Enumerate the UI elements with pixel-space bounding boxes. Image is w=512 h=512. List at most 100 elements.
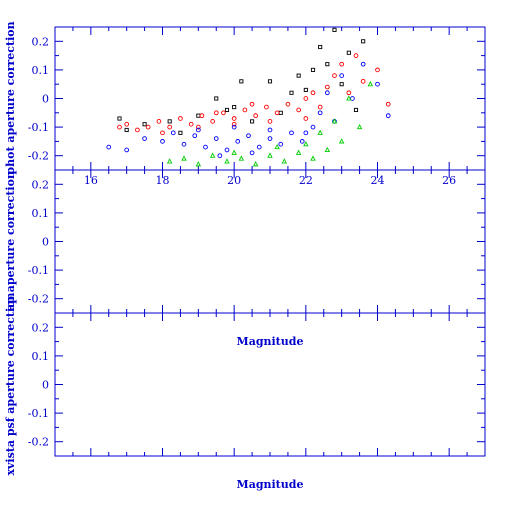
x-axis-label: Magnitude (237, 335, 304, 348)
data-point (289, 130, 294, 136)
data-point (375, 81, 380, 87)
data-point (252, 161, 259, 167)
data-point (325, 62, 330, 67)
data-point (296, 73, 301, 78)
data-point (238, 155, 245, 161)
data-point (249, 101, 255, 107)
data-point (231, 116, 237, 121)
y-axis-label: ap aperture correction (4, 171, 17, 311)
data-point (360, 78, 366, 84)
data-point (192, 133, 198, 139)
data-point (267, 127, 273, 133)
data-point (353, 53, 359, 58)
data-point (156, 119, 162, 124)
ticks: 0.2 0.1 0 -0.1 -0.2 (28, 169, 486, 314)
data-point (117, 124, 122, 130)
data-point (170, 130, 176, 136)
data-point (231, 124, 237, 130)
data-point (196, 113, 201, 118)
data-point (324, 146, 331, 153)
y-tick-label: 0 (42, 93, 49, 106)
data-point (213, 110, 219, 116)
x-tick-label: 22 (299, 174, 313, 187)
data-point (385, 113, 391, 119)
data-point (274, 110, 280, 116)
data-point (250, 119, 255, 124)
data-point (338, 138, 345, 144)
x-tick-label: 18 (156, 174, 170, 187)
data-point (281, 158, 288, 164)
y-tick-label: -0.2 (28, 436, 49, 449)
data-point (167, 119, 172, 124)
y-tick-label: 0 (42, 379, 49, 392)
data-point (310, 124, 316, 130)
data-point (253, 113, 259, 119)
data-point (350, 96, 355, 101)
y-tick-label: -0.1 (28, 407, 49, 420)
data-point (299, 139, 305, 144)
data-point (178, 116, 183, 121)
data-point (124, 127, 129, 133)
panel-ap-aperture-correction: 0.2 0.1 0 -0.1 -0.2 ap aperture correction M… (4, 169, 486, 348)
data-point (367, 81, 374, 87)
data-point (360, 61, 366, 67)
data-point (332, 27, 337, 32)
data-point (232, 105, 237, 110)
data-point (188, 121, 194, 127)
data-point (356, 123, 363, 130)
data-point (195, 127, 201, 133)
y-tick-label: -0.2 (28, 293, 49, 306)
data-point (339, 61, 345, 67)
ticks: 0.2 0.1 0 -0.1 -0.2 16 18 20 22 24 26 (28, 26, 486, 187)
data-point (317, 104, 323, 110)
data-point (303, 96, 309, 101)
data-point (142, 122, 147, 127)
data-point (167, 124, 173, 130)
y-tick-label: 0.2 (32, 35, 50, 48)
data-point (221, 110, 226, 116)
data-point (346, 90, 352, 96)
y-tick-label: 0 (42, 236, 49, 249)
y-tick-label: 0.1 (32, 207, 50, 220)
data-point (346, 95, 352, 101)
data-point (310, 67, 316, 72)
y-tick-label: -0.1 (28, 264, 49, 277)
data-point (278, 141, 284, 147)
y-tick-label: -0.2 (28, 150, 49, 163)
x-tick-label: 16 (84, 174, 98, 187)
y-axis-label: xvista psf aperture correction (4, 292, 17, 475)
y-tick-label: 0.2 (32, 178, 50, 191)
x-axis-label: Magnitude (237, 478, 304, 491)
data-point (231, 149, 237, 155)
x-tick-label: 26 (442, 174, 456, 187)
y-tick-label: 0.1 (32, 64, 50, 77)
data-point (303, 130, 309, 136)
data-point (224, 107, 230, 112)
data-point (214, 96, 219, 101)
data-point (267, 119, 273, 124)
data-point (385, 101, 391, 107)
data-point (278, 110, 283, 115)
data-point (332, 73, 337, 78)
data-point (145, 124, 151, 130)
data-point (324, 84, 330, 90)
data-point (346, 50, 351, 55)
data-points (106, 27, 391, 167)
data-point (353, 107, 359, 112)
data-point (195, 161, 202, 167)
data-point (267, 152, 273, 158)
data-point (303, 141, 309, 147)
data-point (106, 144, 112, 150)
data-point (195, 124, 201, 130)
plot-frame (54, 169, 486, 314)
data-point (339, 82, 344, 87)
data-point (256, 144, 262, 150)
data-point (217, 153, 223, 159)
data-point (295, 149, 302, 155)
x-tick-label: 20 (227, 174, 241, 187)
y-tick-label: 0.1 (32, 350, 50, 363)
data-point (213, 136, 219, 141)
data-point (210, 119, 216, 124)
panel-phot-aperture-correction: 0.2 0.1 0 -0.1 -0.2 16 18 20 22 24 26 phot apertur… (4, 21, 486, 187)
